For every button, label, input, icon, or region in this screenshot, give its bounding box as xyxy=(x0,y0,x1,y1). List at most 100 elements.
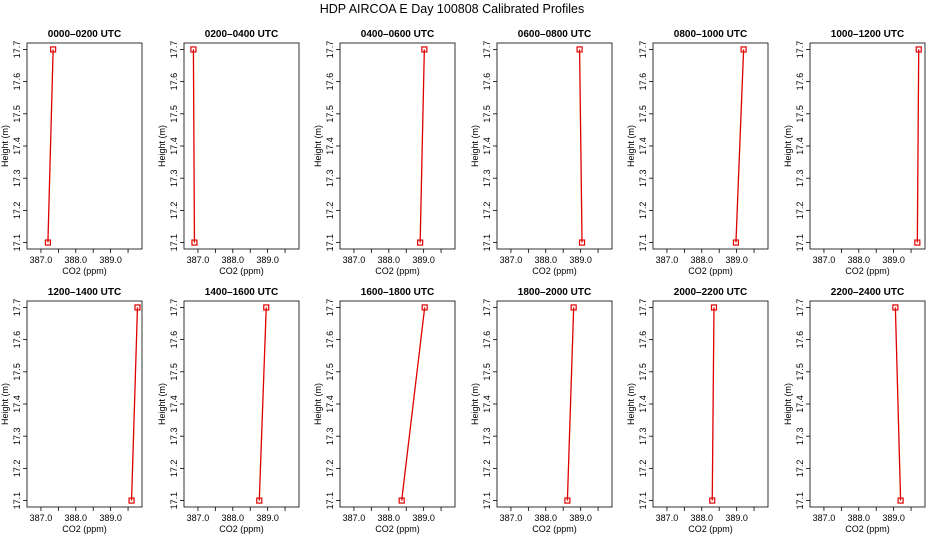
y-axis-label: Height (m) xyxy=(0,383,10,425)
y-tick-label: 17.5 xyxy=(482,105,492,123)
data-point xyxy=(897,497,904,504)
profile-line xyxy=(894,307,902,501)
plot-frame xyxy=(652,42,769,250)
y-axis-label: Height (m) xyxy=(783,383,793,425)
y-tick-label: 17.3 xyxy=(482,169,492,187)
x-tick-label: 388.0 xyxy=(65,255,88,265)
y-tick-label: 17.6 xyxy=(482,331,492,349)
y-tick-label: 17.3 xyxy=(795,169,805,187)
plot-frame xyxy=(339,300,456,508)
x-tick-label: 388.0 xyxy=(378,255,401,265)
y-axis-label: Height (m) xyxy=(470,125,480,167)
panel-title: 1600–1800 UTC xyxy=(361,287,434,298)
x-axis-label: CO2 (ppm) xyxy=(845,524,890,534)
profile-line xyxy=(192,49,196,243)
y-tick-label: 17.2 xyxy=(795,202,805,220)
y-tick-label: 17.7 xyxy=(325,41,335,59)
data-point xyxy=(578,239,586,246)
y-tick-label: 17.6 xyxy=(169,73,179,91)
y-tick-label: 17.4 xyxy=(325,395,335,413)
y-tick-label: 17.4 xyxy=(325,137,335,155)
data-point xyxy=(576,46,583,53)
y-axis-label: Height (m) xyxy=(313,125,323,167)
y-tick-label: 17.2 xyxy=(325,202,335,220)
data-point xyxy=(710,304,718,311)
y-tick-label: 17.7 xyxy=(12,299,22,317)
data-point xyxy=(570,304,577,311)
y-tick-label: 17.4 xyxy=(638,395,648,413)
y-tick-label: 17.6 xyxy=(482,73,492,91)
x-tick-label: 389.0 xyxy=(569,255,592,265)
plot-frame xyxy=(496,300,613,508)
data-point xyxy=(892,304,899,311)
y-tick-label: 17.3 xyxy=(482,427,492,445)
x-tick-label: 387.0 xyxy=(500,255,523,265)
x-tick-label: 389.0 xyxy=(412,255,435,265)
panel-title: 0800–1000 UTC xyxy=(674,29,747,40)
panel: 1800–2000 UTC 387.0 388.0 389.0 17.1 17.2 17.3… xyxy=(470,287,613,534)
panel: 0200–0400 UTC 387.0 388.0 389.0 17.1 17.2 17.3… xyxy=(157,29,300,276)
data-point xyxy=(732,239,740,246)
data-point xyxy=(914,239,921,246)
profile-line xyxy=(566,307,575,501)
y-tick-label: 17.5 xyxy=(795,363,805,381)
x-tick-label: 387.0 xyxy=(343,255,366,265)
y-tick-label: 17.3 xyxy=(325,169,335,187)
x-tick-label: 388.0 xyxy=(378,513,401,523)
y-tick-label: 17.7 xyxy=(12,41,22,59)
y-tick-label: 17.1 xyxy=(325,492,335,510)
x-tick-label: 388.0 xyxy=(691,513,714,523)
panel-title: 1400–1600 UTC xyxy=(205,287,278,298)
x-tick-label: 388.0 xyxy=(691,255,714,265)
data-point xyxy=(50,46,57,53)
x-tick-label: 387.0 xyxy=(30,255,53,265)
y-tick-label: 17.2 xyxy=(12,460,22,478)
y-tick-label: 17.7 xyxy=(169,299,179,317)
y-tick-label: 17.6 xyxy=(169,331,179,349)
panel: 2200–2400 UTC 387.0 388.0 389.0 17.1 17.2 17.3… xyxy=(783,287,926,534)
y-tick-label: 17.6 xyxy=(12,73,22,91)
y-tick-label: 17.5 xyxy=(638,105,648,123)
y-tick-label: 17.2 xyxy=(482,202,492,220)
panel: 0400–0600 UTC 387.0 388.0 389.0 17.1 17.2 17.3… xyxy=(313,29,456,276)
y-tick-label: 17.5 xyxy=(12,363,22,381)
x-tick-label: 387.0 xyxy=(813,513,836,523)
y-tick-label: 17.7 xyxy=(638,41,648,59)
y-tick-label: 17.2 xyxy=(325,460,335,478)
y-tick-label: 17.5 xyxy=(12,105,22,123)
y-tick-label: 17.5 xyxy=(325,105,335,123)
y-tick-label: 17.6 xyxy=(638,73,648,91)
y-tick-label: 17.3 xyxy=(638,169,648,187)
y-axis-label: Height (m) xyxy=(157,125,167,167)
plot-frame xyxy=(183,42,300,250)
plot-frame xyxy=(652,300,769,508)
y-tick-label: 17.4 xyxy=(638,137,648,155)
y-tick-label: 17.2 xyxy=(169,202,179,220)
y-tick-label: 17.5 xyxy=(795,105,805,123)
y-tick-label: 17.2 xyxy=(638,202,648,220)
y-tick-label: 17.4 xyxy=(795,395,805,413)
y-tick-label: 17.1 xyxy=(638,492,648,510)
x-tick-label: 387.0 xyxy=(656,255,679,265)
data-point xyxy=(564,497,571,504)
profile-line xyxy=(419,49,425,243)
y-tick-label: 17.6 xyxy=(795,331,805,349)
panel-title: 1200–1400 UTC xyxy=(48,287,121,298)
y-tick-label: 17.3 xyxy=(638,427,648,445)
x-tick-label: 387.0 xyxy=(656,513,679,523)
x-tick-label: 388.0 xyxy=(535,513,558,523)
x-tick-label: 388.0 xyxy=(848,255,871,265)
x-axis-label: CO2 (ppm) xyxy=(375,524,420,534)
panel-title: 2000–2200 UTC xyxy=(674,287,747,298)
y-tick-label: 17.1 xyxy=(795,492,805,510)
y-tick-label: 17.4 xyxy=(12,137,22,155)
y-axis-label: Height (m) xyxy=(157,383,167,425)
y-axis-label: Height (m) xyxy=(626,383,636,425)
plot-frame xyxy=(809,300,926,508)
x-axis-label: CO2 (ppm) xyxy=(845,266,890,276)
panel-title: 0200–0400 UTC xyxy=(205,29,278,40)
y-tick-label: 17.5 xyxy=(325,363,335,381)
y-tick-label: 17.1 xyxy=(169,234,179,252)
plot-frame xyxy=(339,42,456,250)
y-tick-label: 17.5 xyxy=(169,363,179,381)
